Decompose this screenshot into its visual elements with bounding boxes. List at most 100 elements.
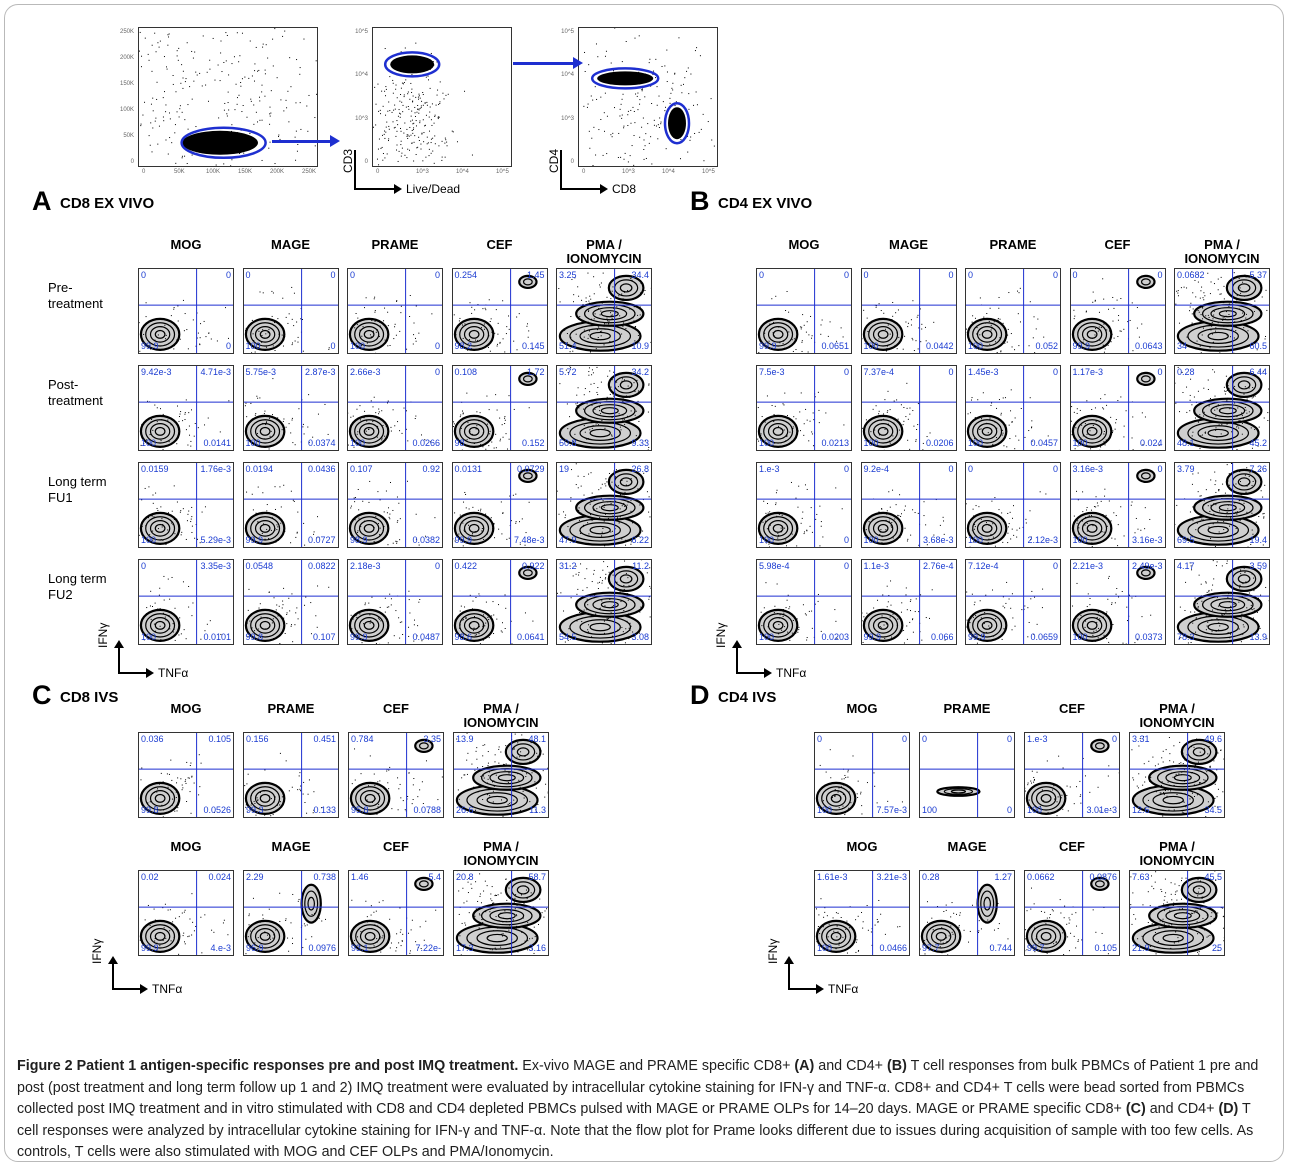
quadrant-upper-right: 0.0822 — [307, 561, 336, 571]
contour-main — [757, 608, 799, 642]
x-axis-label: Live/Dead — [406, 182, 461, 196]
x-axis-label: TNFα — [828, 982, 859, 996]
y-axis-label: CD4 — [547, 148, 562, 174]
quadrant-upper-left: 0 — [141, 270, 147, 280]
panel_b-plot-r2-c0: 1.e-3 0 100 0 — [756, 462, 852, 548]
event-dots — [139, 485, 206, 545]
plot-canvas — [244, 733, 338, 817]
y-tick-label: 10^4 — [561, 72, 574, 79]
contour-main — [757, 414, 799, 448]
contour-responder — [414, 738, 434, 754]
quadrant-lower-right: 6.22 — [631, 535, 649, 545]
plot-canvas — [557, 560, 651, 644]
panel_a-plot-r1-c3: 0.108 1.72 98 0.152 — [451, 365, 548, 451]
panel_d-plot-r0-c2: 1.e-3 0 100 3.01e-3 — [1024, 732, 1120, 818]
quadrant-lower-left: 100 — [863, 438, 879, 448]
quadrant-upper-right: 1.72 — [526, 367, 545, 377]
event-dots — [348, 396, 431, 448]
quadrant-lower-right: 0.0526 — [203, 805, 231, 815]
quadrant-lower-right: 0.0382 — [412, 535, 440, 545]
quadrant-lower-right: 0.0206 — [925, 438, 954, 448]
y-axis-arrow — [118, 644, 120, 674]
panel_a-plot-r1-c0: 9.42e-3 4.71e-3 100 0.0141 — [138, 365, 234, 451]
contour-main — [1025, 781, 1067, 815]
contour-responder — [414, 876, 434, 892]
quadrant-lower-right: 0.0373 — [1134, 632, 1163, 642]
contour-main — [1025, 919, 1067, 953]
event-dots — [1131, 736, 1224, 817]
plot-canvas — [757, 560, 851, 644]
quadrant-upper-right: 3.35e-3 — [200, 561, 231, 571]
contour-high — [607, 371, 645, 399]
column-label-0: MOG — [170, 701, 202, 716]
y-tick-label: 150K — [119, 81, 134, 87]
panel_d-plot-r0-c1: 0 0 100 0 — [919, 732, 1015, 818]
column-label-2: CEF — [383, 701, 409, 716]
caption-ref-a: (A) — [794, 1058, 815, 1074]
quadrant-upper-left: 1.45e-3 — [968, 367, 999, 377]
contour-responder — [517, 274, 538, 290]
quadrant-upper-right: 0 — [225, 270, 231, 280]
contour-responder — [300, 883, 322, 924]
x-arrowhead — [146, 668, 154, 678]
panel_a-plot-r1-c4: 5.72 34.2 50.8 9.33 — [556, 365, 652, 451]
contour-main — [348, 511, 390, 545]
quadrant-lower-left: 69.5 — [1177, 535, 1195, 545]
contour-main — [244, 317, 285, 351]
quadrant-upper-right: 1.27 — [994, 872, 1012, 882]
plot-canvas — [861, 560, 956, 644]
quadrant-upper-left: 1.61e-3 — [817, 872, 848, 882]
contour-responder — [517, 468, 538, 484]
quadrant-lower-right: 0.133 — [313, 805, 336, 815]
column-label-1: MAGE — [889, 237, 928, 252]
contour-main — [815, 919, 857, 953]
x-tick-label: 10^3 — [416, 169, 429, 175]
quadrant-lower-left: 100 — [968, 341, 984, 351]
quadrant-lower-right: 13.9 — [1249, 632, 1267, 642]
quadrant-upper-left: 2.29 — [246, 872, 264, 882]
plot-canvas — [1070, 366, 1165, 450]
contour-high — [607, 468, 645, 496]
quadrant-upper-right: 0 — [1157, 270, 1163, 280]
x-axis-arrow — [354, 188, 398, 190]
event-dots — [559, 366, 650, 450]
gate-arrowhead — [330, 135, 340, 147]
x-tick-label: 100K — [206, 169, 221, 175]
quadrant-upper-left: 7.5e-3 — [759, 367, 785, 377]
y-axis-label: IFNγ — [90, 938, 104, 964]
quadrant-upper-left: 0.0682 — [1177, 270, 1205, 280]
gating-axes-2: CD4 CD8 — [547, 120, 676, 200]
panel_a-plot-r0-c1: 0 0 100 0 — [242, 268, 339, 354]
plot-canvas — [920, 871, 1014, 955]
panel-b-title: CD4 EX VIVO — [718, 195, 813, 212]
quadrant-lower-right: 0.152 — [521, 438, 545, 448]
y-tick-label: 10^4 — [355, 72, 368, 79]
caption-ref-b: (B) — [887, 1058, 907, 1074]
quadrant-upper-right: 7.26 — [1249, 464, 1267, 474]
plot-canvas — [1025, 733, 1119, 817]
quadrant-lower-left: 95.8 — [351, 805, 369, 815]
panel_a-plot-r0-c4: 3.25 34.4 51.4 10.9 — [556, 268, 652, 354]
x-tick-label: 10^5 — [702, 169, 715, 175]
panel-a-title: CD8 EX VIVO — [60, 195, 155, 212]
quadrant-lower-left: 100 — [141, 632, 157, 642]
quadrant-lower-left: 98.9 — [350, 535, 368, 545]
contour-mid — [1193, 397, 1263, 424]
plot-canvas — [139, 366, 233, 450]
x-axis-arrow — [112, 988, 142, 990]
gate-ellipse-cd8 — [663, 101, 691, 145]
contour-low — [1176, 514, 1260, 546]
row-label-0: Pre- treatment — [48, 280, 103, 311]
panel_a-plot-r3-c1: 0.0548 0.0822 99.8 0.107 — [242, 559, 339, 645]
quadrant-lower-left: 99.9 — [454, 535, 473, 545]
panel_d-axis-arrows: IFNγ TNFα — [766, 939, 858, 996]
panel_a-plot-r0-c0: 0 0 99.9 0 — [138, 268, 234, 354]
quadrant-upper-right: 0 — [901, 734, 907, 744]
quadrant-lower-left: 100 — [968, 438, 984, 448]
quadrant-lower-right: 0.0213 — [821, 438, 849, 448]
x-arrowhead — [764, 668, 772, 678]
quadrant-upper-left: 5.75e-3 — [245, 367, 277, 377]
event-dots — [819, 749, 903, 816]
panel-d-letter: D — [690, 680, 710, 710]
event-dots — [139, 299, 229, 352]
